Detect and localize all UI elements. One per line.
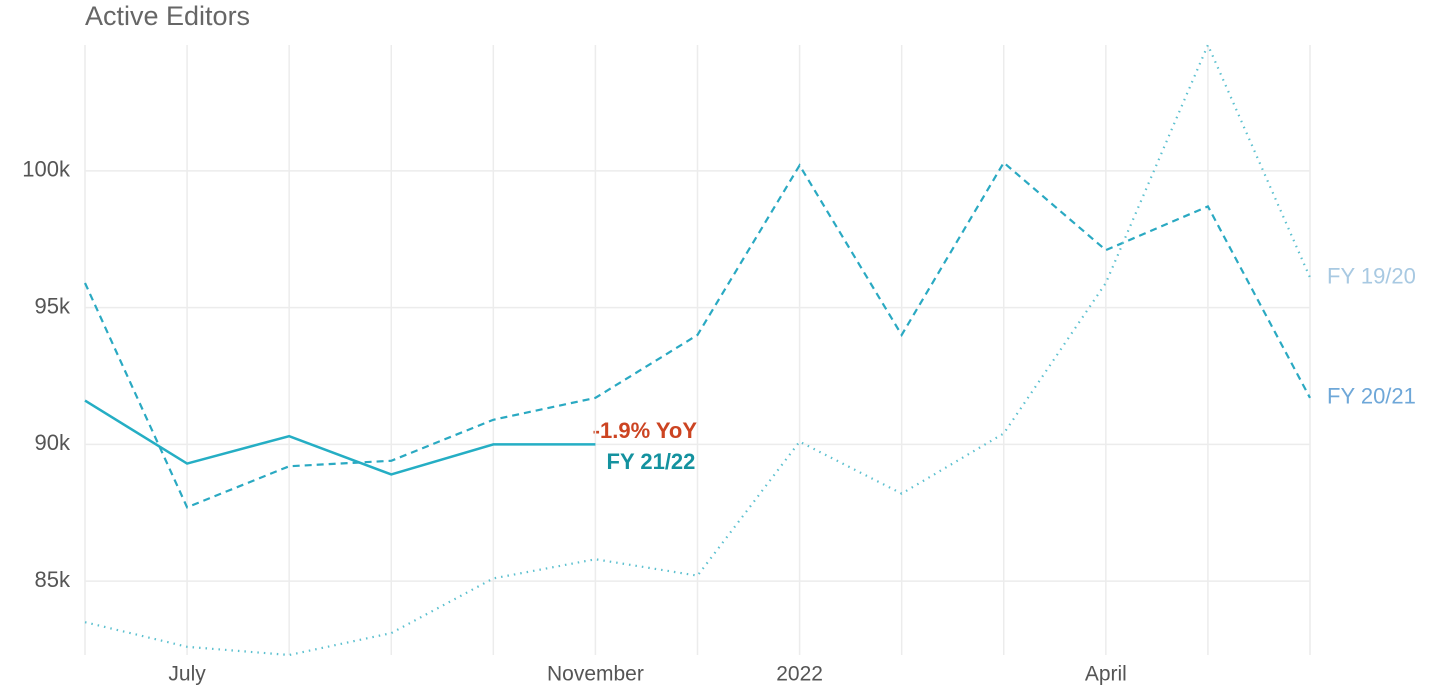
y-tick-label: 85k — [35, 567, 71, 592]
y-tick-label: 90k — [35, 430, 71, 455]
x-tick-label: April — [1085, 663, 1127, 686]
x-tick-label: July — [168, 663, 206, 686]
series-line — [83, 160, 1311, 509]
chart-title: Active Editors — [85, 1, 250, 31]
y-tick-label: 95k — [35, 293, 71, 318]
series-label: FY 21/22 — [607, 449, 696, 474]
series-label: FY 19/20 — [1327, 263, 1416, 288]
x-tick-label: 2022 — [776, 663, 823, 686]
series-label: FY 20/21 — [1327, 384, 1416, 409]
y-tick-label: 100k — [22, 157, 71, 182]
annotation: -1.9% YoY — [593, 418, 698, 443]
series-line — [84, 399, 596, 476]
x-tick-label: November — [547, 663, 644, 686]
